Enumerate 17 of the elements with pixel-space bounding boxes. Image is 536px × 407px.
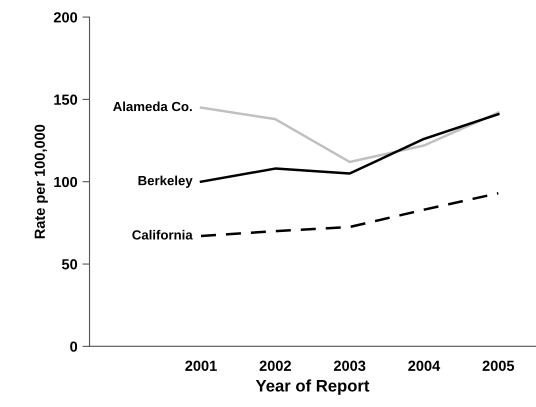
x-axis-title: Year of Report bbox=[256, 379, 370, 395]
y-tick-label: 0 bbox=[70, 341, 78, 352]
line-series bbox=[200, 192, 500, 238]
series-label: California bbox=[132, 230, 193, 240]
x-tick-label: 2003 bbox=[334, 360, 366, 371]
series-label: Alameda Co. bbox=[113, 101, 192, 112]
y-axis-title: Rate per 100,000 bbox=[34, 124, 48, 238]
x-tick-label: 2002 bbox=[260, 360, 291, 371]
y-tick-label: 100 bbox=[54, 176, 78, 188]
x-tick-label: 2001 bbox=[185, 360, 217, 371]
x-tick-label: 2005 bbox=[482, 360, 514, 371]
line-series bbox=[200, 112, 500, 183]
y-tick-label: 150 bbox=[54, 94, 78, 105]
series-label: Berkeley bbox=[138, 176, 193, 188]
y-tick-label: 200 bbox=[54, 12, 78, 23]
y-tick-label: 50 bbox=[62, 259, 78, 270]
x-tick-label: 2004 bbox=[408, 360, 440, 371]
